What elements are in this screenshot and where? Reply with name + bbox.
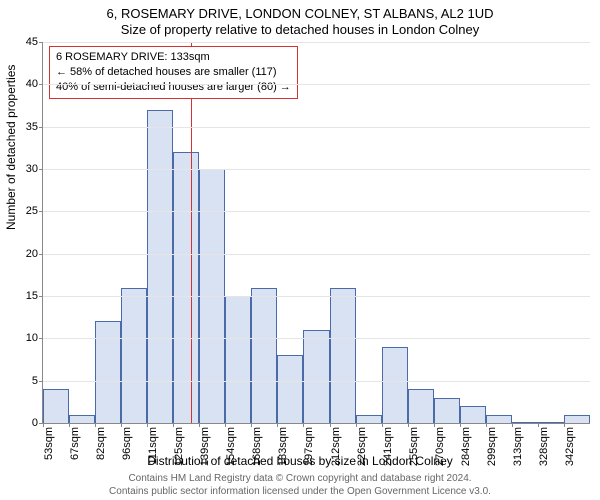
y-tick-label: 45 [26,36,38,48]
y-tick-label: 20 [26,248,38,260]
y-tick-mark [39,211,43,212]
y-tick-label: 15 [26,290,38,302]
bar [356,415,382,423]
y-tick-mark [39,254,43,255]
gridline [43,254,590,255]
y-tick-label: 40 [26,78,38,90]
bar [225,296,251,423]
annotation-smaller: ← 58% of detached houses are smaller (11… [56,65,291,80]
bar [251,288,277,423]
bar [382,347,408,423]
x-axis-label: Distribution of detached houses by size … [0,454,600,468]
bar [121,288,147,423]
gridline [43,211,590,212]
license-line-1: Contains HM Land Registry data © Crown c… [0,472,600,485]
plot-area: 6 ROSEMARY DRIVE: 133sqm ← 58% of detach… [42,42,590,424]
y-tick-label: 10 [26,332,38,344]
bar [147,110,173,423]
gridline [43,84,590,85]
y-tick-mark [39,169,43,170]
y-tick-mark [39,42,43,43]
bar [303,330,329,423]
bar [564,415,590,423]
bar [277,355,303,423]
y-axis-label: Number of detached properties [4,65,18,230]
y-tick-label: 25 [26,205,38,217]
chart-area: 6 ROSEMARY DRIVE: 133sqm ← 58% of detach… [42,42,590,424]
chart-title-address: 6, ROSEMARY DRIVE, LONDON COLNEY, ST ALB… [0,0,600,21]
y-tick-mark [39,127,43,128]
license-text: Contains HM Land Registry data © Crown c… [0,472,600,498]
gridline [43,296,590,297]
gridline [43,127,590,128]
bars-container [43,42,590,423]
bar [408,389,434,423]
bar [43,389,69,423]
y-tick-label: 30 [26,163,38,175]
bar [434,398,460,423]
annotation-box: 6 ROSEMARY DRIVE: 133sqm ← 58% of detach… [49,46,298,99]
y-tick-mark [39,381,43,382]
bar [538,422,564,423]
y-tick-mark [39,84,43,85]
annotation-larger: 40% of semi-detached houses are larger (… [56,80,291,95]
bar [173,152,199,423]
bar [486,415,512,423]
y-tick-mark [39,296,43,297]
license-line-2: Contains public sector information licen… [0,485,600,498]
bar [330,288,356,423]
y-tick-mark [39,338,43,339]
gridline [43,169,590,170]
bar [69,415,95,423]
gridline [43,42,590,43]
bar [95,321,121,423]
gridline [43,381,590,382]
bar [460,406,486,423]
reference-line [191,42,192,423]
gridline [43,338,590,339]
bar [512,422,538,423]
annotation-title: 6 ROSEMARY DRIVE: 133sqm [56,50,291,65]
y-tick-label: 35 [26,121,38,133]
chart-title-sub: Size of property relative to detached ho… [0,21,600,37]
y-tick-label: 5 [32,375,38,387]
y-tick-label: 0 [32,417,38,429]
